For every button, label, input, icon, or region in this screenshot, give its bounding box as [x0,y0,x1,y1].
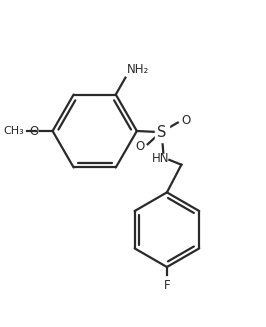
Text: F: F [164,279,170,292]
Text: NH₂: NH₂ [127,63,149,76]
Text: S: S [157,125,167,140]
Text: O: O [30,125,39,137]
Text: CH₃: CH₃ [3,126,24,136]
Text: O: O [135,140,144,153]
Text: HN: HN [152,152,170,165]
Text: O: O [181,114,190,127]
